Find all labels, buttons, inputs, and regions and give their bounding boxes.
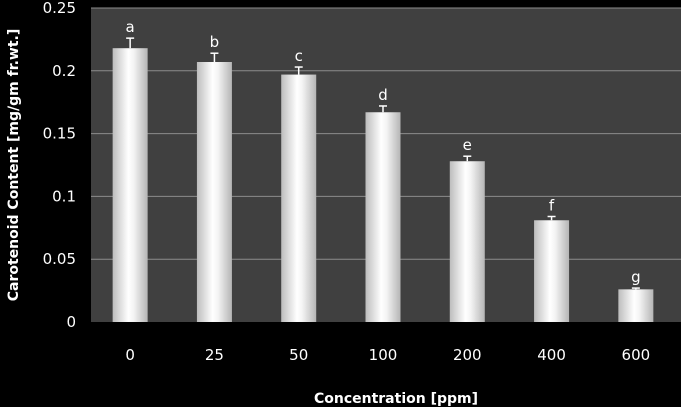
y-tick-label: 0.25 xyxy=(43,0,76,17)
bar-200 xyxy=(449,161,485,322)
x-tick-label: 400 xyxy=(537,346,566,364)
x-tick-label: 50 xyxy=(289,346,308,364)
bar-50 xyxy=(281,74,317,323)
significance-label: d xyxy=(378,86,388,104)
x-tick-label: 600 xyxy=(622,346,651,364)
bar-400 xyxy=(534,220,570,322)
bar-100 xyxy=(365,112,401,322)
significance-label: a xyxy=(126,18,135,36)
y-tick-label: 0 xyxy=(66,313,76,331)
bars xyxy=(112,37,654,323)
y-tick-label: 0.2 xyxy=(52,62,76,80)
y-axis-title: Carotenoid Content [mg/gm fr.wt.] xyxy=(6,29,22,302)
y-tick-label: 0.1 xyxy=(52,187,76,205)
x-axis-title: Concentration [ppm] xyxy=(314,391,478,407)
significance-label: f xyxy=(549,196,555,214)
x-tick-label: 200 xyxy=(453,346,482,364)
bar-25 xyxy=(196,62,232,323)
tick-labels: 0 0.05 0.1 0.15 0.2 0.25 a 0 b 25 c 50 d 100 e 200 f 400 g… xyxy=(43,0,651,364)
x-tick-label: 0 xyxy=(125,346,135,364)
significance-label: e xyxy=(463,136,472,154)
significance-label: b xyxy=(210,33,220,51)
y-tick-label: 0.05 xyxy=(43,250,76,268)
x-tick-label: 25 xyxy=(205,346,224,364)
bar-0 xyxy=(112,48,148,322)
bar-600 xyxy=(618,289,654,322)
y-tick-label: 0.15 xyxy=(43,125,76,143)
significance-label: c xyxy=(295,47,303,65)
x-tick-label: 100 xyxy=(369,346,398,364)
significance-label: g xyxy=(631,268,641,286)
